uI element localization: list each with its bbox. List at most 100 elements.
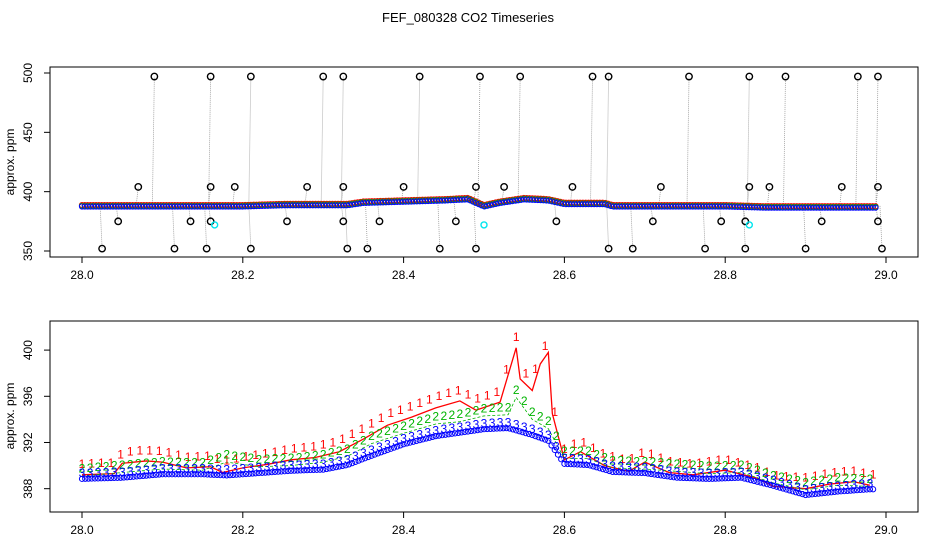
spike-high-point [319,72,328,81]
series-3-symbol: 3 [103,465,110,479]
series-3-point [706,475,713,482]
series-2-symbol: 2 [738,458,745,472]
series-2-symbol: 2 [481,401,488,415]
spike-mid-trace [340,186,344,204]
series-3-point [117,474,124,481]
series-3-point [593,464,600,471]
series-3-point [320,466,327,473]
series-3-symbol: 3 [239,462,246,476]
series-3-point [156,471,163,478]
series-3-point [609,468,616,476]
bottom-x-tick-label: 29.0 [874,523,898,537]
spike-high-point [745,72,754,81]
spike-high-trace [151,76,155,205]
series-3-point [468,427,475,435]
series-3-point [522,430,529,437]
series-2-symbol: 2 [119,458,126,472]
series-3-point [310,466,317,474]
series-3-point [699,475,706,482]
series-3-point [104,475,111,482]
series-3-point [738,474,745,481]
spike-mid-point [874,183,882,191]
spike-mid-point [230,183,239,191]
series-3-point [709,475,716,482]
series-1-symbol: 1 [79,457,86,471]
series-2-symbol: 2 [577,444,584,458]
series-3-point [371,451,378,458]
series-1-symbol: 1 [407,400,414,414]
series-3-symbol: 3 [706,466,713,480]
series-3-point [654,471,661,479]
series-2-symbol: 2 [521,394,528,408]
series-3-point [91,475,98,482]
series-3-point [718,475,726,482]
top-x-tick-label: 28.6 [553,268,577,282]
series-3-point [834,488,841,495]
series-3-point [763,481,771,488]
spike-high-trace [783,76,786,206]
series-3-symbol: 3 [746,467,753,481]
series-3-point [660,472,668,479]
spike-mid-point [399,183,408,191]
series-2-symbol: 2 [103,459,110,473]
series-3-point [217,471,224,479]
series-3-point [587,462,594,469]
series-2-symbol: 2 [231,449,238,463]
series-3-symbol: 3 [802,482,809,496]
series-3-point [178,471,185,478]
series-3-point [686,475,693,482]
series-3-point [847,487,854,494]
series-2-symbol: 2 [473,403,480,417]
series-2-symbol: 2 [666,456,673,470]
series-3-symbol: 3 [119,465,126,479]
series-2-symbol: 2 [79,462,86,476]
series-2-symbol: 2 [794,474,801,488]
series-2-symbol: 2 [513,383,520,397]
series-3-symbol: 3 [360,446,367,460]
series-3-point [268,469,275,476]
series-1-symbol: 1 [822,467,829,481]
series-3-point [140,472,147,480]
bottom-x-axis: 28.0 28.2 28.4 28.6 28.8 29.0 [70,511,898,537]
series-3-point [287,467,295,474]
series-3-point [316,466,324,473]
series-3-symbol: 3 [529,422,536,436]
spike-low-point [717,217,726,226]
series-2-symbol: 2 [247,451,254,465]
spike-mid-point [303,183,312,191]
series-1-symbol: 1 [358,422,365,436]
series-1-symbol: 1 [262,447,269,461]
series-3-symbol: 3 [424,425,431,439]
spike-low-point [339,217,348,226]
spike-low2-trace [172,204,175,249]
series-3-point [506,425,513,432]
series-3-point [111,474,118,482]
series-1-symbol: 1 [773,469,780,483]
series-3-point [625,469,632,476]
baseline-point-blue [872,204,879,211]
series-2-symbol: 2 [722,459,729,473]
series-2-symbol: 2 [786,472,793,486]
series-1-symbol: 1 [802,471,809,485]
series-3-point [564,460,571,468]
series-3-point [632,469,639,476]
spike-low2-trace [204,204,208,249]
baseline-point-blue [470,198,477,205]
series-1-symbol: 1 [310,440,317,454]
series-3-point [693,475,700,482]
series-1-symbol: 1 [272,445,279,459]
series-3-point [400,441,407,448]
series-3-point [480,426,488,433]
series-1-symbol: 1 [368,416,375,430]
series-3-point [535,434,542,441]
spike-mid-point [837,183,846,191]
series-3-symbol: 3 [215,462,222,476]
spike-mid-point [568,183,577,191]
series-3-symbol: 3 [400,431,407,445]
spike-high-trace [746,76,750,206]
series-2-symbol: 2 [553,429,560,443]
series-1-symbol: 1 [812,469,819,483]
series-3-symbol: 3 [416,427,423,441]
series-3-point [249,470,256,477]
series-1-symbol: 1 [397,403,404,417]
